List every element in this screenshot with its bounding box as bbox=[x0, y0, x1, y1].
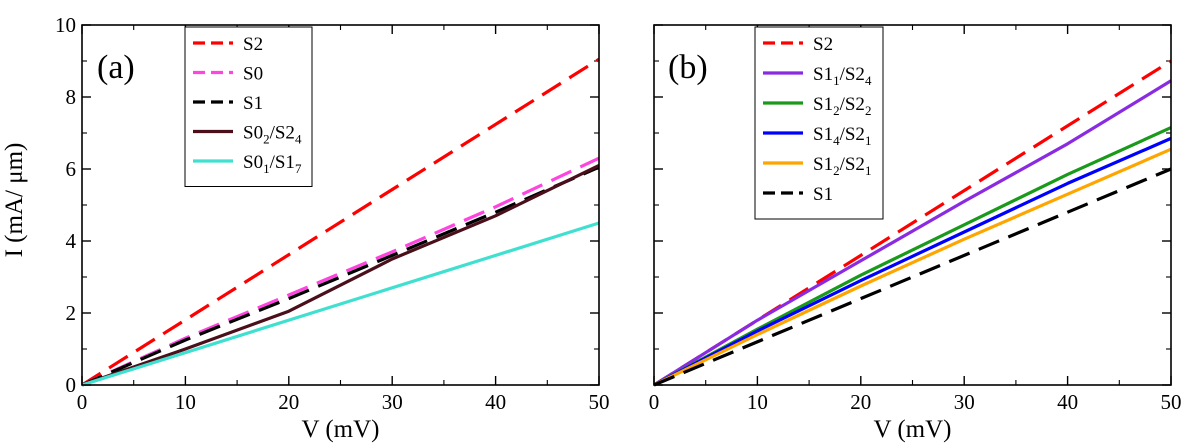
legend-label-part: S2 bbox=[845, 154, 865, 175]
x-tick-label: 30 bbox=[954, 390, 975, 414]
x-tick-label: 10 bbox=[747, 390, 768, 414]
legend-label-part: S0 bbox=[243, 152, 263, 173]
x-tick-label: 10 bbox=[175, 390, 196, 414]
legend-label: S1 bbox=[813, 184, 833, 205]
panel-b-x-axis-title: V (mV) bbox=[873, 416, 951, 443]
legend-label-part: S2 bbox=[845, 124, 865, 145]
legend-label-part: 2 bbox=[833, 103, 840, 118]
y-tick-label: 6 bbox=[66, 157, 77, 181]
x-tick-label: 20 bbox=[278, 390, 299, 414]
series-line-s0-2-s2-4 bbox=[81, 163, 600, 387]
legend-label: S14/S21 bbox=[813, 124, 871, 148]
x-tick-label: 50 bbox=[589, 390, 610, 414]
legend-label-part: S1 bbox=[813, 124, 833, 145]
legend-label-part: 4 bbox=[865, 73, 872, 88]
legend-label-part: / bbox=[270, 123, 276, 144]
legend-label: S1 bbox=[243, 93, 263, 114]
x-tick-label: 30 bbox=[382, 390, 403, 414]
series-line-s1 bbox=[81, 165, 600, 387]
series-line-s1 bbox=[653, 167, 1172, 387]
legend-label-part: S0 bbox=[243, 123, 263, 144]
series-line-s0 bbox=[81, 156, 600, 387]
legend-label-part: S1 bbox=[813, 64, 833, 85]
legend-label: S12/S22 bbox=[813, 94, 871, 118]
series-line-s1-4-s2-1 bbox=[653, 136, 1172, 387]
series-line-s1-2-s2-1 bbox=[653, 147, 1172, 387]
x-tick-label: 50 bbox=[1161, 390, 1182, 414]
legend-label-part: S1 bbox=[813, 94, 833, 115]
x-tick-label: 20 bbox=[850, 390, 871, 414]
legend-label-part: S2 bbox=[813, 34, 833, 55]
legend-label: S02/S24 bbox=[243, 123, 302, 147]
legend-label-part: / bbox=[840, 124, 846, 145]
legend-label-part: 4 bbox=[833, 133, 840, 148]
legend-label-part: 2 bbox=[263, 132, 270, 147]
series-line-s1-1-s2-4 bbox=[653, 79, 1172, 387]
legend-label: S0 bbox=[243, 64, 263, 85]
x-tick-label: 0 bbox=[77, 390, 88, 414]
legend-label-part: S2 bbox=[243, 34, 263, 55]
x-tick-label: 40 bbox=[485, 390, 506, 414]
legend-label-part: 2 bbox=[833, 163, 840, 178]
panel-b-lines bbox=[653, 59, 1172, 387]
legend-label-part: 1 bbox=[833, 73, 840, 88]
panel-a-ticks: 0 10 20 30 40 50 0 2 4 6 8 10 bbox=[55, 13, 610, 414]
legend-label-part: S1 bbox=[275, 152, 295, 173]
y-tick-label: 2 bbox=[66, 301, 77, 325]
legend-label-part: S1 bbox=[813, 184, 833, 205]
legend-label-part: S0 bbox=[243, 64, 263, 85]
panel-b-label: (b) bbox=[668, 49, 708, 86]
legend-label-part: S2 bbox=[275, 123, 295, 144]
legend-label-part: / bbox=[840, 154, 846, 175]
legend-label-part: 7 bbox=[295, 161, 302, 176]
legend-label-part: S2 bbox=[845, 64, 865, 85]
panel-b-frame bbox=[653, 24, 1172, 386]
legend-label: S2 bbox=[243, 34, 263, 55]
legend-label-part: / bbox=[840, 64, 846, 85]
legend-label: S12/S21 bbox=[813, 154, 871, 178]
panel-a-label: (a) bbox=[97, 49, 135, 86]
legend-label-part: 1 bbox=[865, 163, 872, 178]
series-line-s0-1-s1-7 bbox=[81, 221, 600, 387]
legend-box bbox=[754, 26, 884, 220]
y-tick-label: 0 bbox=[66, 373, 77, 397]
legend-label-part: 1 bbox=[865, 133, 872, 148]
legend-label-part: 2 bbox=[865, 103, 872, 118]
x-tick-label: 40 bbox=[1057, 390, 1078, 414]
y-tick-label: 4 bbox=[66, 229, 77, 253]
legend-label: S01/S17 bbox=[243, 152, 302, 176]
legend-label-part: 4 bbox=[295, 132, 302, 147]
legend-label: S11/S24 bbox=[813, 64, 872, 88]
legend-label-part: / bbox=[840, 94, 846, 115]
legend-label-part: S1 bbox=[243, 93, 263, 114]
y-axis-title: I (mA/ μm) bbox=[1, 143, 28, 258]
panel-a-x-axis-title: V (mV) bbox=[301, 416, 379, 443]
series-line-s2 bbox=[81, 57, 600, 387]
panel-a-lines bbox=[81, 57, 600, 387]
legend-label-part: / bbox=[270, 152, 276, 173]
legend-label-part: 1 bbox=[263, 161, 270, 176]
panel-b: 0 10 20 30 40 50 (b) V (mV) S2S11/S24S12/S22S… bbox=[649, 24, 1182, 443]
legend-label-part: S1 bbox=[813, 154, 833, 175]
panel-a-frame bbox=[81, 24, 600, 386]
panel-b-ticks: 0 10 20 30 40 50 bbox=[649, 24, 1182, 414]
legend-label-part: S2 bbox=[845, 94, 865, 115]
x-tick-label: 0 bbox=[649, 390, 660, 414]
y-tick-label: 10 bbox=[55, 13, 76, 37]
legend-label: S2 bbox=[813, 34, 833, 55]
y-tick-label: 8 bbox=[66, 85, 77, 109]
